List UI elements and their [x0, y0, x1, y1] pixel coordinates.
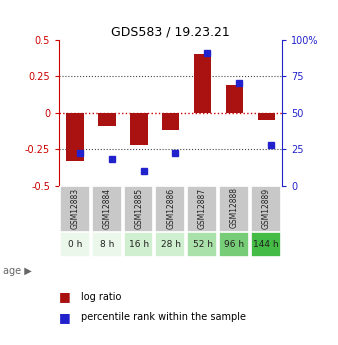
Bar	[251, 232, 281, 257]
Bar	[98, 112, 116, 126]
Bar	[155, 232, 185, 257]
Bar	[60, 186, 90, 232]
Text: 96 h: 96 h	[224, 240, 244, 249]
Bar	[60, 232, 90, 257]
Text: GSM12885: GSM12885	[134, 187, 143, 228]
Bar	[187, 186, 217, 232]
Bar	[66, 112, 84, 161]
Bar	[123, 232, 153, 257]
Bar	[258, 112, 275, 120]
Bar	[187, 232, 217, 257]
Bar	[162, 112, 179, 130]
Title: GDS583 / 19.23.21: GDS583 / 19.23.21	[111, 26, 230, 39]
Bar	[130, 112, 148, 145]
Bar	[194, 54, 211, 112]
Text: GSM12888: GSM12888	[230, 187, 239, 228]
Text: 8 h: 8 h	[100, 240, 114, 249]
Text: GSM12884: GSM12884	[102, 187, 112, 228]
Text: 0 h: 0 h	[68, 240, 82, 249]
Text: 144 h: 144 h	[254, 240, 279, 249]
Text: GSM12886: GSM12886	[166, 187, 175, 228]
Bar	[219, 232, 249, 257]
Text: 16 h: 16 h	[129, 240, 149, 249]
Text: log ratio: log ratio	[81, 292, 121, 302]
Text: ■: ■	[59, 290, 71, 303]
Text: percentile rank within the sample: percentile rank within the sample	[81, 313, 246, 322]
Bar	[219, 186, 249, 232]
Bar	[226, 85, 243, 112]
Text: GSM12883: GSM12883	[71, 187, 79, 228]
Bar	[123, 186, 153, 232]
Bar	[92, 186, 122, 232]
Bar	[251, 186, 281, 232]
Text: ■: ■	[59, 311, 71, 324]
Text: 28 h: 28 h	[161, 240, 181, 249]
Bar	[155, 186, 185, 232]
Text: GSM12887: GSM12887	[198, 187, 207, 228]
Text: age ▶: age ▶	[3, 266, 32, 276]
Bar	[92, 232, 122, 257]
Text: GSM12889: GSM12889	[262, 187, 271, 228]
Text: 52 h: 52 h	[193, 240, 213, 249]
